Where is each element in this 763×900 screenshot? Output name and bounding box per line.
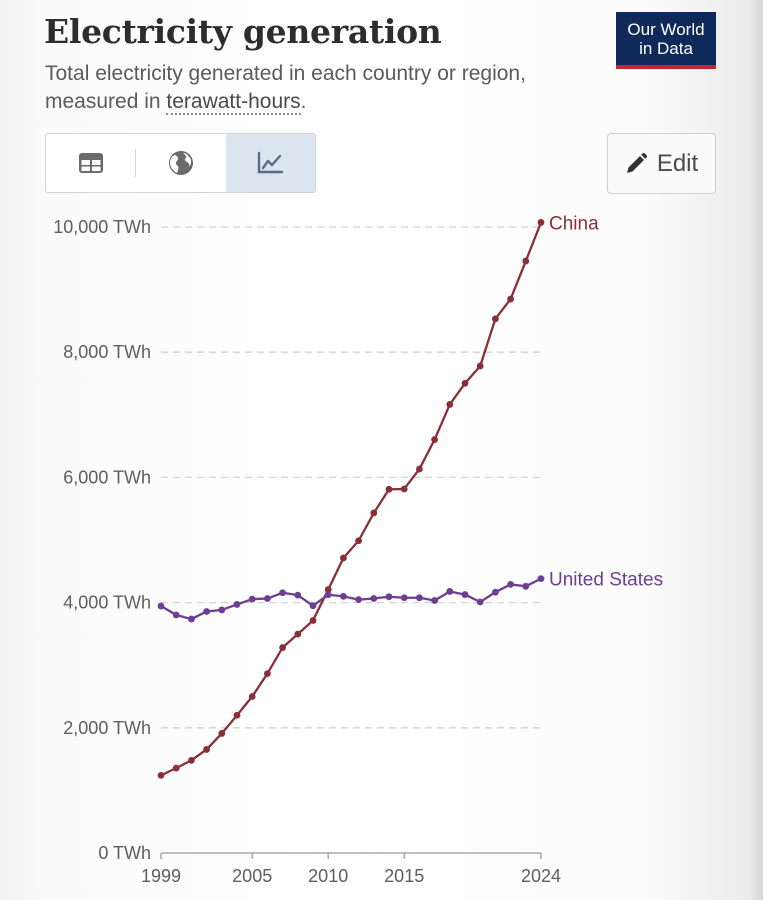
- y-tick-label: 10,000 TWh: [53, 217, 151, 237]
- china-data-point[interactable]: [355, 537, 362, 545]
- united-states-series-line[interactable]: [160, 577, 542, 621]
- united-states-data-point[interactable]: [324, 591, 332, 599]
- china-data-point[interactable]: [400, 485, 408, 493]
- edit-button[interactable]: Edit: [607, 133, 716, 194]
- pencil-icon: [626, 152, 647, 173]
- globe-icon: [168, 151, 193, 175]
- china-data-point[interactable]: [522, 257, 530, 265]
- x-tick-label: 2010: [308, 866, 348, 886]
- united-states-data-point[interactable]: [431, 597, 438, 604]
- tab-chart[interactable]: [225, 134, 315, 192]
- y-tick-label: 8,000 TWh: [63, 342, 151, 362]
- x-tick-label: 2005: [232, 866, 272, 886]
- china-data-point[interactable]: [188, 756, 195, 764]
- united-states-data-point[interactable]: [492, 588, 499, 596]
- china-data-point[interactable]: [370, 509, 378, 517]
- subtitle-text: Total electricity generated in each coun…: [45, 62, 526, 113]
- united-states-data-point[interactable]: [264, 595, 271, 602]
- united-states-data-point[interactable]: [370, 595, 378, 602]
- china-data-point[interactable]: [233, 711, 241, 719]
- china-data-point[interactable]: [416, 465, 423, 473]
- united-states-data-point[interactable]: [476, 598, 484, 606]
- window-edge: [748, 0, 763, 900]
- china-data-point[interactable]: [324, 586, 332, 593]
- china-data-point[interactable]: [476, 362, 484, 370]
- x-tick-label: 2024: [521, 866, 561, 886]
- united-states-data-point[interactable]: [294, 591, 302, 599]
- united-states-data-point[interactable]: [416, 594, 423, 602]
- china-data-point[interactable]: [446, 401, 454, 408]
- united-states-data-point[interactable]: [233, 601, 241, 608]
- united-states-data-point[interactable]: [446, 588, 454, 595]
- x-tick-label: 1999: [141, 866, 181, 886]
- united-states-data-point[interactable]: [248, 595, 256, 603]
- united-states-data-point[interactable]: [400, 594, 408, 602]
- china-data-point[interactable]: [492, 315, 499, 323]
- united-states-data-point[interactable]: [218, 606, 226, 614]
- y-tick-label: 0 TWh: [98, 843, 151, 863]
- tab-divider: [135, 149, 137, 177]
- view-tabs: [45, 133, 316, 193]
- china-data-point[interactable]: [340, 554, 347, 562]
- united-states-data-point[interactable]: [461, 591, 469, 598]
- page-title: Electricity generation: [44, 12, 442, 51]
- united-states-data-point[interactable]: [355, 596, 362, 603]
- tab-table[interactable]: [46, 134, 135, 192]
- china-data-point[interactable]: [264, 670, 271, 677]
- y-tick-label: 6,000 TWh: [63, 467, 151, 487]
- china-data-point[interactable]: [431, 436, 438, 443]
- united-states-data-point[interactable]: [522, 582, 530, 590]
- united-states-data-point[interactable]: [537, 575, 545, 583]
- tab-map[interactable]: [136, 134, 225, 192]
- united-states-data-point[interactable]: [309, 602, 317, 610]
- china-data-point[interactable]: [461, 379, 469, 387]
- united-states-data-point[interactable]: [385, 593, 393, 601]
- china-data-point[interactable]: [248, 693, 256, 700]
- china-data-point[interactable]: [218, 730, 226, 737]
- logo-line-2: in Data: [639, 39, 693, 58]
- y-tick-label: 4,000 TWh: [63, 593, 151, 613]
- china-data-point[interactable]: [385, 485, 393, 493]
- china-data-point[interactable]: [172, 764, 180, 772]
- united-states-data-point[interactable]: [172, 611, 180, 619]
- china-data-point[interactable]: [309, 617, 317, 624]
- china-series-line[interactable]: [160, 222, 543, 777]
- united-states-data-point[interactable]: [507, 580, 514, 588]
- united-states-data-point[interactable]: [279, 589, 286, 597]
- y-tick-label: 2,000 TWh: [63, 718, 151, 738]
- china-series-label[interactable]: China: [549, 213, 599, 234]
- united-states-data-point[interactable]: [340, 592, 347, 600]
- china-data-point[interactable]: [203, 746, 211, 753]
- table-icon: [78, 153, 103, 173]
- subtitle-suffix: .: [300, 90, 307, 113]
- united-states-data-point[interactable]: [157, 602, 165, 610]
- page-subtitle: Total electricity generated in each coun…: [45, 60, 605, 116]
- line-chart-icon: [258, 151, 284, 174]
- x-tick-label: 2015: [384, 866, 424, 886]
- edit-label: Edit: [656, 149, 699, 177]
- owid-logo[interactable]: Our World in Data: [616, 12, 716, 69]
- united-states-data-point[interactable]: [188, 615, 195, 623]
- china-data-point[interactable]: [537, 219, 545, 226]
- china-data-point[interactable]: [294, 630, 302, 638]
- logo-line-1: Our World: [627, 20, 705, 39]
- united-states-series-label[interactable]: United States: [549, 570, 663, 591]
- china-data-point[interactable]: [507, 295, 514, 303]
- terawatt-hours-link[interactable]: terawatt-hours: [166, 90, 301, 115]
- china-data-point[interactable]: [157, 771, 165, 779]
- china-data-point[interactable]: [279, 644, 286, 651]
- united-states-data-point[interactable]: [203, 608, 211, 615]
